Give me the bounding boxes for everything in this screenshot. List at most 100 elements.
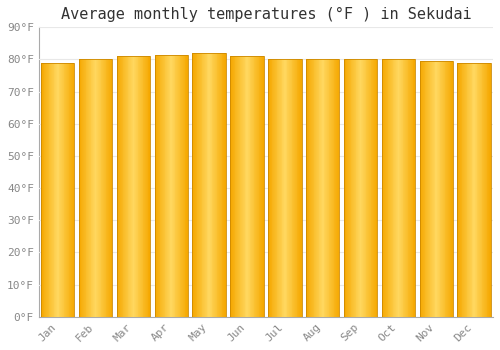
Bar (484, 63, 485, 317)
Bar (479, 63, 480, 317)
Bar (262, 56, 263, 317)
Bar (147, 56, 148, 317)
Bar (344, 60, 346, 317)
Bar (438, 61, 439, 317)
Bar (488, 63, 489, 317)
Bar (298, 60, 299, 317)
Bar (82, 60, 83, 317)
Bar (206, 53, 208, 317)
Bar (420, 61, 453, 317)
Bar (103, 60, 104, 317)
Bar (332, 60, 334, 317)
Bar (318, 60, 320, 317)
Bar (71, 63, 72, 317)
Bar (170, 55, 172, 317)
Bar (233, 56, 234, 317)
Bar (458, 63, 491, 317)
Bar (121, 56, 122, 317)
Bar (54, 63, 55, 317)
Bar (436, 61, 437, 317)
Bar (268, 60, 269, 317)
Bar (57, 63, 58, 317)
Bar (335, 60, 336, 317)
Bar (384, 60, 385, 317)
Bar (122, 56, 124, 317)
Bar (350, 60, 352, 317)
Bar (240, 56, 241, 317)
Bar (466, 63, 468, 317)
Bar (198, 53, 199, 317)
Bar (243, 56, 244, 317)
Bar (338, 60, 340, 317)
Bar (481, 63, 482, 317)
Bar (363, 60, 364, 317)
Bar (475, 63, 476, 317)
Bar (52, 63, 54, 317)
Bar (163, 55, 164, 317)
Bar (372, 60, 373, 317)
Bar (90, 60, 92, 317)
Bar (315, 60, 316, 317)
Bar (205, 53, 206, 317)
Bar (357, 60, 358, 317)
Bar (108, 60, 109, 317)
Bar (144, 56, 145, 317)
Bar (432, 61, 433, 317)
Bar (485, 63, 486, 317)
Bar (192, 53, 226, 317)
Bar (268, 60, 302, 317)
Bar (104, 60, 106, 317)
Bar (68, 63, 70, 317)
Bar (422, 61, 423, 317)
Bar (136, 56, 137, 317)
Bar (273, 60, 274, 317)
Bar (258, 56, 260, 317)
Bar (62, 63, 64, 317)
Bar (369, 60, 370, 317)
Bar (326, 60, 327, 317)
Bar (334, 60, 335, 317)
Bar (385, 60, 386, 317)
Bar (211, 53, 212, 317)
Bar (187, 55, 188, 317)
Bar (126, 56, 127, 317)
Bar (289, 60, 290, 317)
Bar (300, 60, 302, 317)
Bar (322, 60, 324, 317)
Bar (450, 61, 452, 317)
Bar (186, 55, 187, 317)
Bar (166, 55, 167, 317)
Bar (230, 56, 231, 317)
Bar (56, 63, 57, 317)
Bar (280, 60, 281, 317)
Bar (48, 63, 50, 317)
Bar (251, 56, 252, 317)
Bar (367, 60, 368, 317)
Bar (154, 55, 188, 317)
Bar (376, 60, 377, 317)
Bar (440, 61, 442, 317)
Bar (215, 53, 216, 317)
Bar (464, 63, 465, 317)
Bar (231, 56, 232, 317)
Bar (337, 60, 338, 317)
Bar (79, 60, 112, 317)
Bar (177, 55, 178, 317)
Bar (437, 61, 438, 317)
Bar (444, 61, 446, 317)
Bar (250, 56, 251, 317)
Bar (404, 60, 405, 317)
Bar (125, 56, 126, 317)
Bar (41, 63, 74, 317)
Bar (244, 56, 246, 317)
Bar (176, 55, 177, 317)
Bar (195, 53, 196, 317)
Bar (162, 55, 163, 317)
Bar (117, 56, 150, 317)
Bar (292, 60, 293, 317)
Bar (321, 60, 322, 317)
Bar (160, 55, 162, 317)
Bar (138, 56, 140, 317)
Bar (293, 60, 294, 317)
Bar (92, 60, 93, 317)
